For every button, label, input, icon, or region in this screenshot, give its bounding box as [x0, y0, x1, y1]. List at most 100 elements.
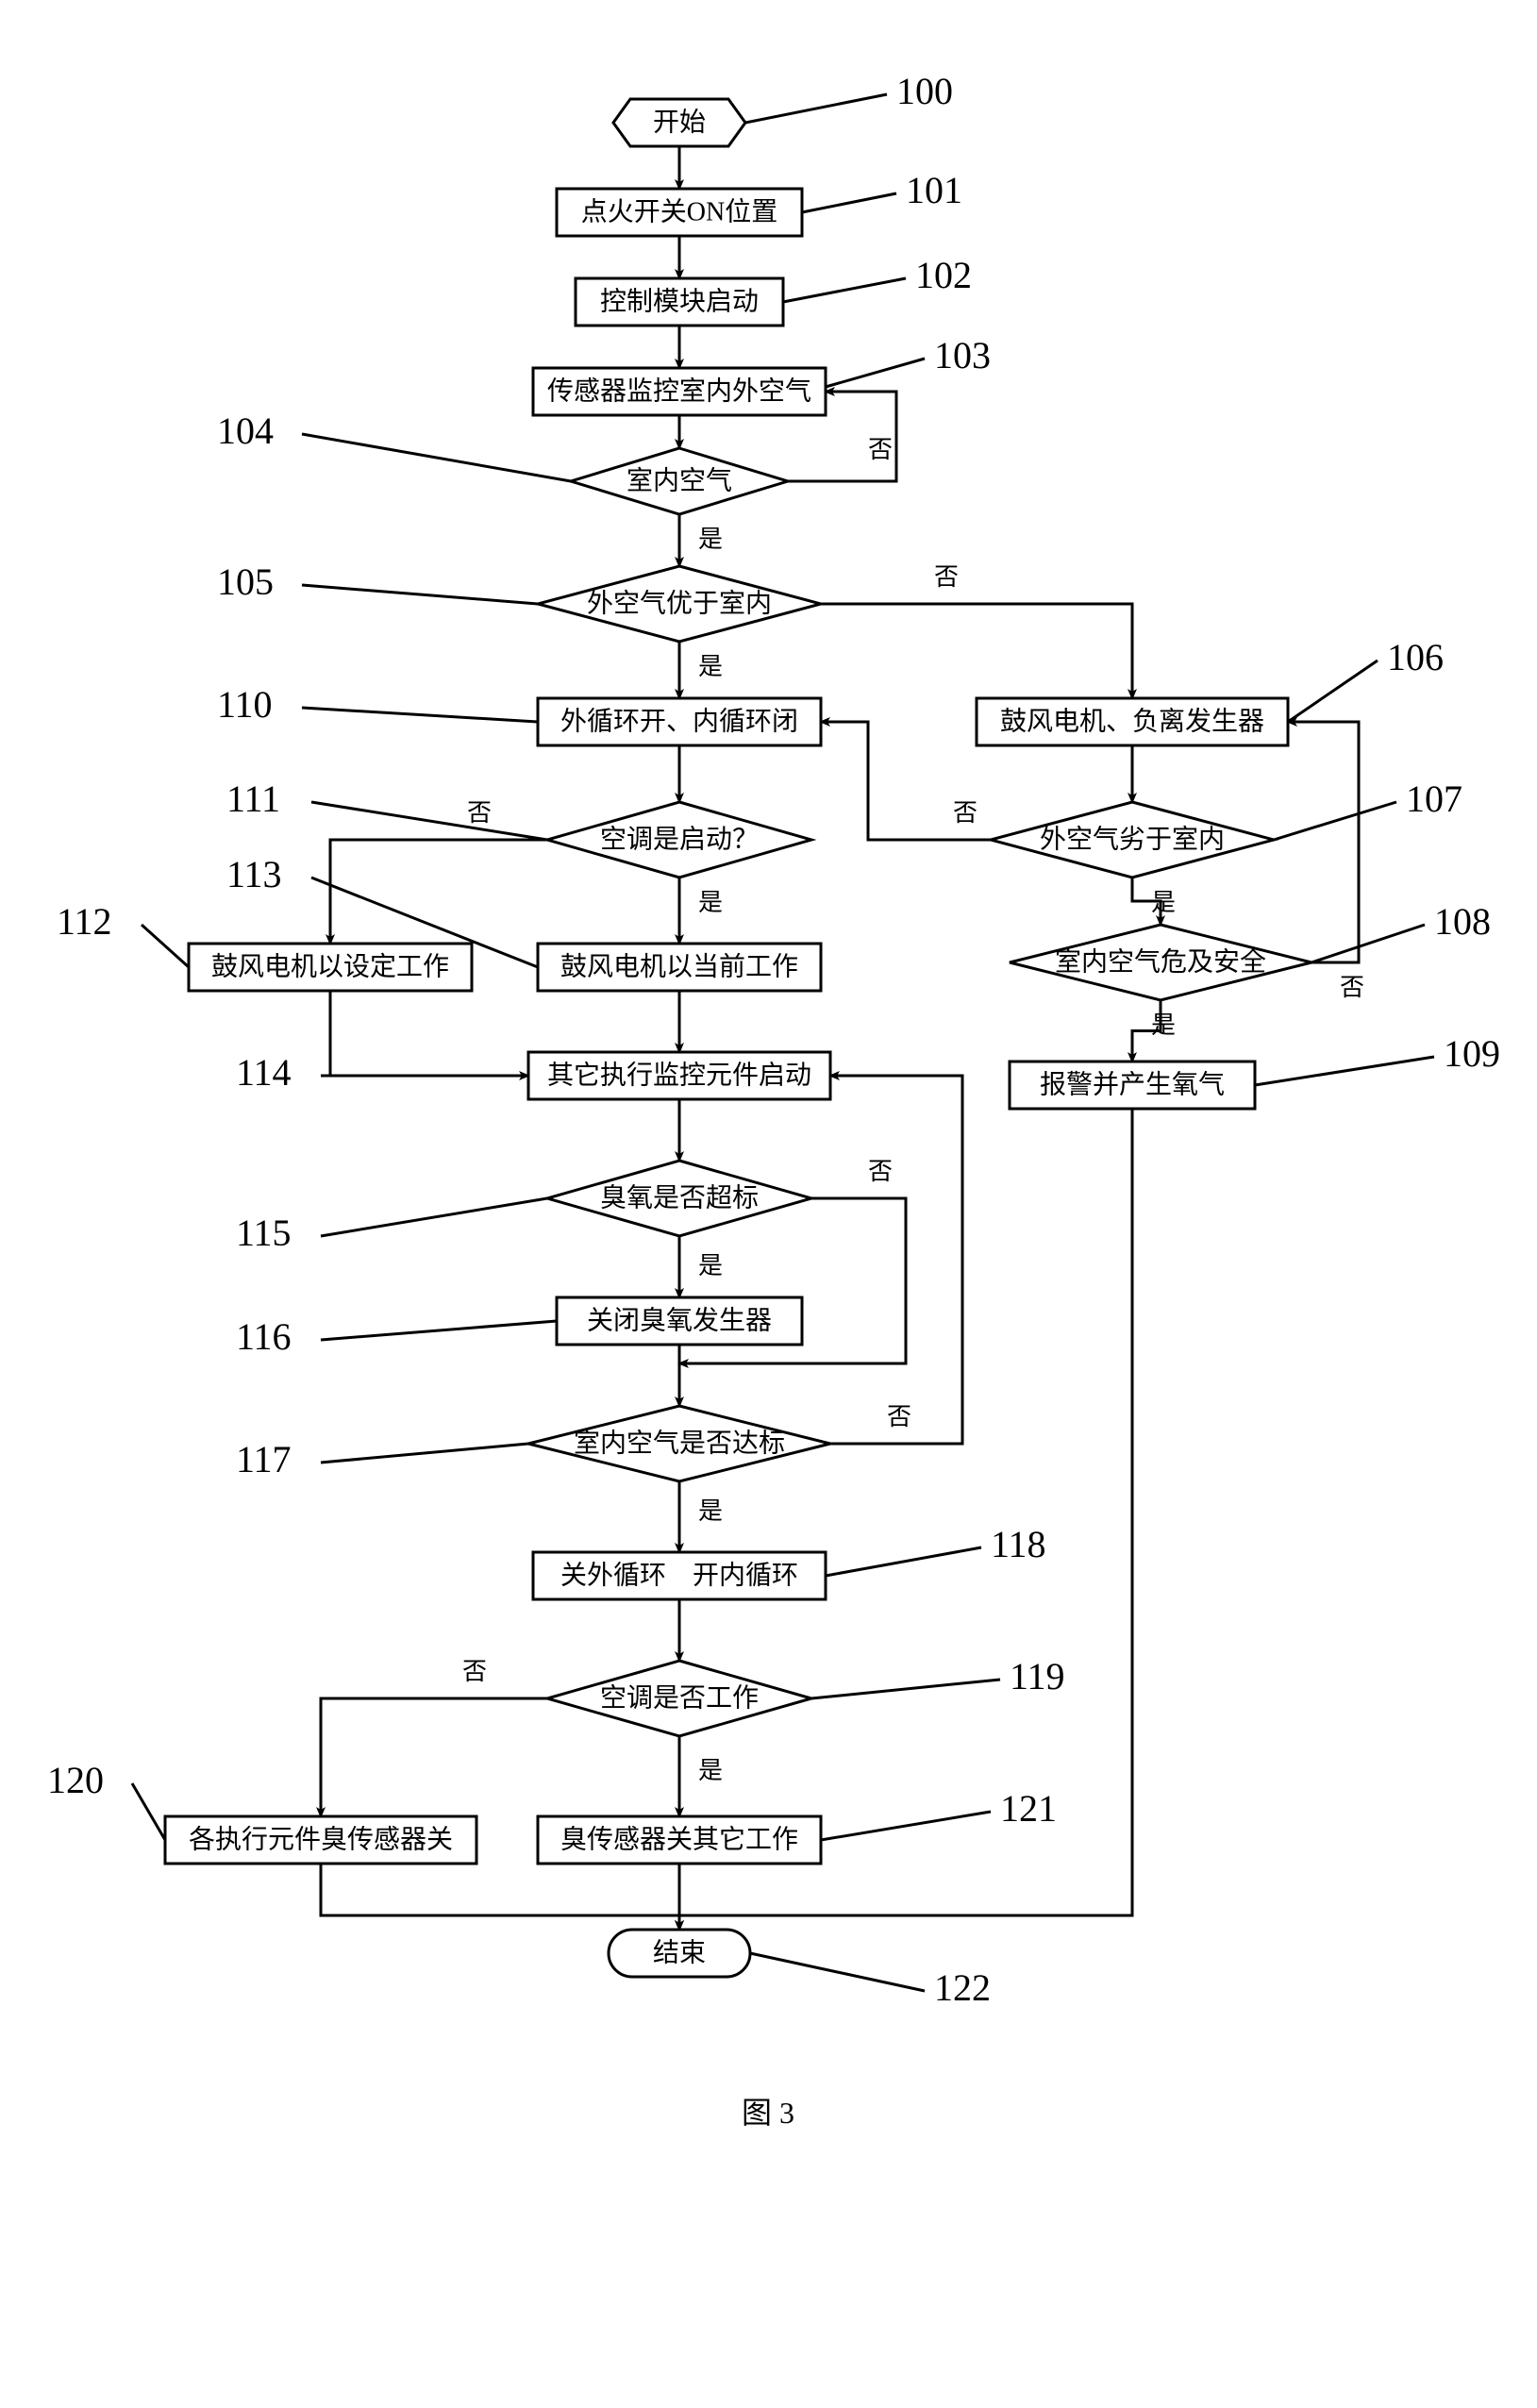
edge: 否: [821, 563, 1132, 698]
callout-n109: 109: [1255, 1032, 1500, 1085]
callout-n117: 117: [236, 1438, 528, 1480]
callout-n105: 105: [217, 560, 538, 604]
edge-label: 是: [698, 1252, 723, 1279]
edge-label: 是: [1151, 889, 1176, 916]
callout-n108: 108: [1311, 900, 1491, 962]
label-text-n119: 119: [1010, 1655, 1065, 1697]
label-text-n108: 108: [1434, 900, 1491, 943]
node-n116: 关闭臭氧发生器: [557, 1297, 802, 1345]
node-n103: 传感器监控室内外空气: [533, 368, 826, 415]
node-n102: 控制模块启动: [576, 278, 783, 326]
label-text-n103: 103: [934, 334, 991, 376]
node-n110: 外循环开、内循环闭: [538, 698, 821, 745]
callout-n115: 115: [236, 1198, 547, 1254]
label-text-n104: 104: [217, 410, 274, 452]
node-text-n111: 空调是启动？: [600, 824, 759, 854]
node-text-n106: 鼓风电机、负离发生器: [1000, 706, 1264, 736]
edge: 是: [679, 878, 723, 944]
callout-n110: 110: [217, 683, 538, 726]
node-n113: 鼓风电机以当前工作: [538, 944, 821, 991]
callout-n112: 112: [57, 900, 189, 967]
label-text-n115: 115: [236, 1212, 292, 1254]
label-text-n101: 101: [906, 169, 962, 211]
callout-n120: 120: [47, 1759, 165, 1840]
node-n101: 点火开关ON位置: [557, 189, 802, 236]
node-text-n118: 关外循环 开内循环: [560, 1560, 798, 1590]
label-text-n118: 118: [991, 1523, 1046, 1565]
label-text-n110: 110: [217, 683, 273, 726]
node-text-n108: 室内空气危及安全: [1055, 946, 1266, 977]
edge: 是: [679, 1236, 723, 1297]
edge: 是: [679, 1481, 723, 1552]
label-text-n106: 106: [1387, 636, 1444, 678]
label-text-n112: 112: [57, 900, 112, 943]
node-n108: 室内空气危及安全: [1010, 925, 1311, 1000]
node-text-n102: 控制模块启动: [600, 286, 759, 316]
edge-label: 否: [868, 1158, 893, 1185]
callout-n104: 104: [217, 410, 571, 481]
node-text-n104: 室内空气: [626, 465, 732, 495]
label-text-n122: 122: [934, 1966, 991, 2009]
label-text-n113: 113: [226, 853, 282, 895]
node-n115: 臭氧是否超标: [547, 1161, 811, 1236]
node-text-n100: 开始: [653, 107, 706, 137]
node-text-n115: 臭氧是否超标: [600, 1182, 759, 1212]
edge: 否: [830, 1076, 962, 1444]
node-text-n105: 外空气优于室内: [587, 588, 772, 618]
node-text-n112: 鼓风电机以设定工作: [211, 951, 449, 981]
callout-n118: 118: [826, 1523, 1046, 1576]
callout-n122: 122: [750, 1953, 991, 2009]
node-n107: 外空气劣于室内: [991, 802, 1274, 878]
node-n114: 其它执行监控元件启动: [528, 1052, 830, 1099]
edge: 否: [321, 1658, 547, 1816]
node-text-n113: 鼓风电机以当前工作: [560, 951, 798, 981]
node-n120: 各执行元件臭传感器关: [165, 1816, 476, 1864]
edge-label: 否: [462, 1658, 487, 1685]
label-text-n100: 100: [896, 70, 953, 112]
node-n122: 结束: [609, 1930, 750, 1977]
node-n104: 室内空气: [571, 448, 788, 514]
node-text-n110: 外循环开、内循环闭: [560, 706, 798, 736]
node-text-n101: 点火开关ON位置: [581, 196, 777, 226]
edge: 否: [821, 722, 991, 840]
edge: 是: [679, 514, 723, 566]
edge-label: 是: [698, 1497, 723, 1525]
node-n112: 鼓风电机以设定工作: [189, 944, 472, 991]
edge: 是: [679, 642, 723, 698]
callout-n119: 119: [811, 1655, 1065, 1698]
node-text-n103: 传感器监控室内外空气: [547, 376, 811, 406]
node-n111: 空调是启动？: [547, 802, 811, 878]
node-n105: 外空气优于室内: [538, 566, 821, 642]
edge-label: 否: [868, 436, 893, 463]
edge-label: 是: [698, 526, 723, 553]
callout-n102: 102: [783, 254, 972, 302]
node-text-n122: 结束: [653, 1937, 706, 1967]
node-n118: 关外循环 开内循环: [533, 1552, 826, 1599]
node-n106: 鼓风电机、负离发生器: [977, 698, 1288, 745]
label-text-n114: 114: [236, 1051, 292, 1094]
label-text-n117: 117: [236, 1438, 292, 1480]
node-text-n116: 关闭臭氧发生器: [587, 1305, 772, 1335]
node-n100: 开始: [613, 99, 745, 146]
callout-n107: 107: [1274, 778, 1462, 840]
edge-label: 否: [887, 1403, 911, 1430]
edge-label: 否: [934, 563, 959, 591]
callout-n114: 114: [236, 1051, 528, 1094]
node-text-n114: 其它执行监控元件启动: [547, 1060, 811, 1090]
label-text-n120: 120: [47, 1759, 104, 1801]
callout-n116: 116: [236, 1315, 557, 1358]
edge-label: 否: [467, 799, 492, 827]
label-text-n121: 121: [1000, 1787, 1057, 1830]
callout-n100: 100: [745, 70, 953, 123]
callout-n103: 103: [826, 334, 991, 387]
node-text-n109: 报警并产生氧气: [1040, 1069, 1225, 1099]
flowchart-diagram: 是否是否是否是否是否是否是否是否 开始点火开关ON位置控制模块启动传感器监控室内…: [19, 19, 1518, 2389]
node-text-n117: 室内空气是否达标: [574, 1428, 785, 1458]
node-n119: 空调是否工作: [547, 1661, 811, 1736]
node-n121: 臭传感器关其它工作: [538, 1816, 821, 1864]
edge-label: 是: [698, 889, 723, 916]
edge-label: 是: [1151, 1012, 1176, 1039]
label-text-n102: 102: [915, 254, 972, 296]
label-text-n111: 111: [226, 778, 280, 820]
callout-n121: 121: [821, 1787, 1057, 1840]
